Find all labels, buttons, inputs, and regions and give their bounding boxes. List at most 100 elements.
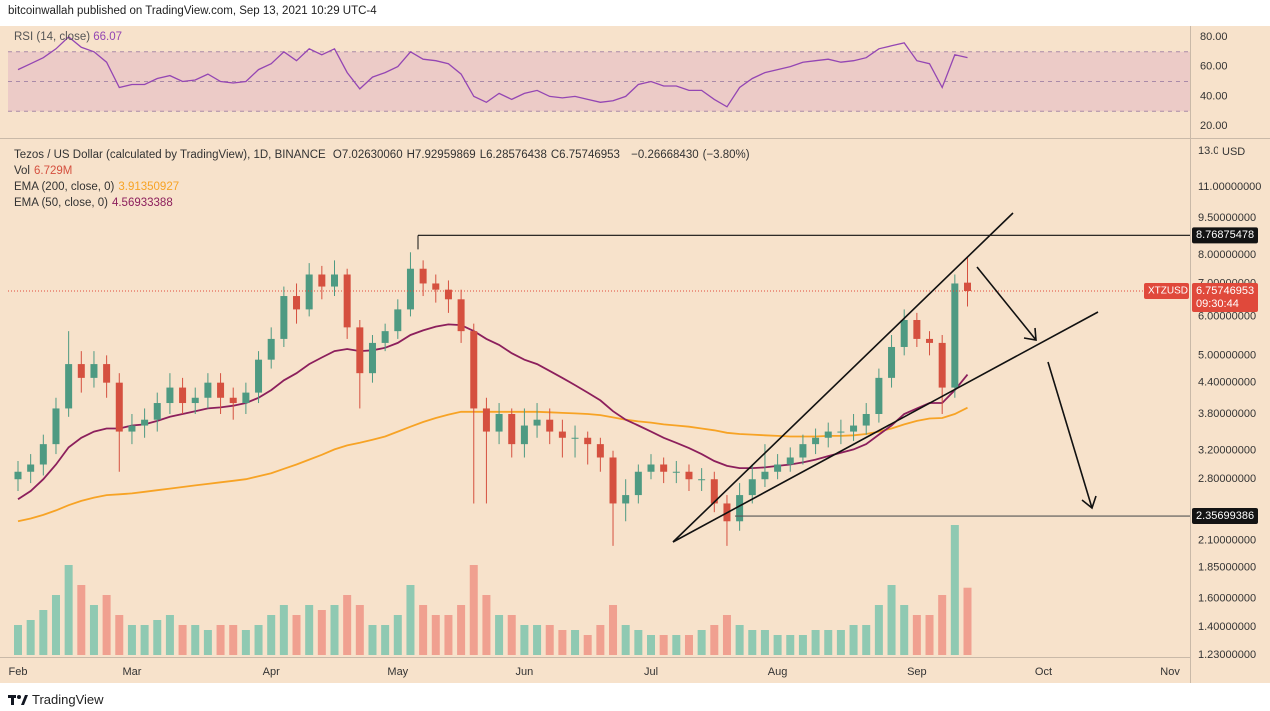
volume-bar	[672, 635, 681, 655]
volume-bar	[241, 630, 250, 655]
candle-body	[761, 471, 769, 480]
candle-body	[381, 331, 389, 343]
y-tick-label: 11.00000000	[1198, 181, 1261, 193]
volume-bar	[836, 630, 845, 655]
candle-body	[964, 282, 971, 292]
volume-bar	[292, 615, 301, 655]
volume-bar	[406, 585, 415, 655]
volume-bar	[849, 625, 858, 655]
candle-body	[634, 471, 642, 496]
volume-bar	[596, 625, 605, 655]
volume-bar	[798, 635, 807, 655]
volume-bar	[355, 605, 364, 655]
candle-body	[368, 342, 376, 374]
legend-row: Vol 6.729M	[14, 163, 754, 179]
ema-value: 4.56933388	[111, 197, 173, 209]
candle-body	[77, 364, 85, 378]
candle-body	[153, 403, 161, 420]
volume-bar	[457, 605, 466, 655]
candle-body	[913, 319, 921, 339]
ema-line	[17, 323, 969, 500]
volume-bar	[722, 615, 731, 655]
candle-body	[305, 274, 313, 310]
volume-bar	[748, 630, 757, 655]
x-tick-label: Oct	[1035, 666, 1052, 678]
currency: USD	[1222, 146, 1245, 158]
volume-bar	[393, 615, 402, 655]
volume-bar	[330, 605, 339, 655]
logo	[8, 694, 28, 705]
rsi-line	[17, 36, 968, 108]
volume-bar	[77, 585, 86, 655]
y-tick-label: 2.80000000	[1198, 473, 1256, 485]
candle-body	[710, 479, 718, 504]
ohlc-key: O	[332, 149, 342, 161]
volume-bar	[495, 615, 504, 655]
arrow	[1047, 361, 1093, 509]
candle-body	[394, 309, 402, 332]
volume-bar	[419, 605, 428, 655]
candle-body	[647, 464, 655, 472]
volume-bar	[203, 630, 212, 655]
candle-body	[850, 425, 858, 432]
candle-body	[951, 283, 959, 388]
footer: TradingView	[8, 692, 104, 707]
volume-bar	[887, 585, 896, 655]
volume-bar	[39, 610, 48, 655]
rsi-tick-label: 20.00	[1200, 120, 1228, 132]
header: bitcoinwallah published on TradingView.c…	[8, 5, 377, 17]
volume-bar	[533, 625, 542, 655]
y-tick-label: 1.60000000	[1198, 593, 1256, 605]
volume-bar	[925, 615, 934, 655]
candle-body	[812, 437, 820, 445]
y-tick-label: 3.80000000	[1198, 408, 1256, 420]
change-percent: (−3.80%)	[702, 149, 750, 161]
rsi-tick-label: 80.00	[1200, 31, 1228, 43]
rsi-name: RSI (14, close)	[14, 31, 91, 43]
volume-bar	[267, 615, 276, 655]
candle-body	[508, 413, 516, 445]
volume-bar	[26, 620, 35, 655]
candle-body	[736, 495, 744, 522]
volume-bar	[862, 625, 871, 655]
volume-bar	[659, 635, 668, 655]
candle-body	[406, 268, 414, 310]
volume-bar	[368, 625, 377, 655]
candle-body	[115, 382, 123, 432]
x-tick-label: Jul	[644, 666, 658, 678]
candle-body	[343, 274, 351, 328]
ohlc-key: L	[479, 149, 487, 161]
volume-bar	[912, 615, 921, 655]
volume-bar	[254, 625, 263, 655]
volume-bar	[229, 625, 238, 655]
candle-body	[698, 479, 706, 481]
volume-bar	[874, 605, 883, 655]
y-tick-label: 2.10000000	[1198, 535, 1256, 547]
y-tick-label: 3.20000000	[1198, 445, 1256, 457]
candle-body	[242, 392, 250, 404]
candle-body	[39, 444, 47, 465]
volume-bar	[444, 615, 453, 655]
volume-bar	[317, 610, 326, 655]
volume-name: Vol	[14, 165, 30, 177]
candle-body	[280, 296, 288, 339]
x-tick-label: Feb	[9, 666, 28, 678]
candle-body	[558, 431, 566, 438]
legend-title: Tezos / US Dollar (calculated by Trading…	[14, 149, 326, 161]
volume-bar	[583, 635, 592, 655]
volume-bar	[760, 630, 769, 655]
candle-body	[229, 397, 237, 404]
volume-bar	[938, 595, 947, 655]
candle-body	[495, 413, 503, 432]
x-tick-label: Nov	[1160, 666, 1180, 678]
candle-body	[432, 283, 440, 290]
candle-body	[571, 437, 579, 439]
candle-body	[926, 338, 934, 343]
volume-bar	[963, 587, 972, 655]
volume-bar	[89, 605, 98, 655]
volume-bar	[469, 565, 478, 655]
x-tick-label: Aug	[768, 666, 788, 678]
y-tick-label: 9.50000000	[1198, 212, 1256, 224]
candle-body	[217, 382, 225, 398]
